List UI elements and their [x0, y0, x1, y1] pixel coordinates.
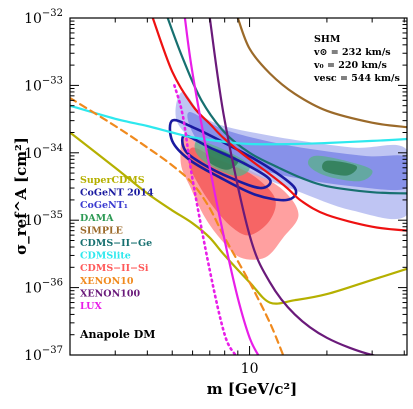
curve-supercdms: [70, 131, 407, 305]
legend-entry-cdmslite: CDMSlite: [80, 251, 131, 262]
legend-entry-cogent-2014: CoGeNT 2014: [80, 188, 154, 199]
contour-cogent-2014: [180, 134, 272, 190]
legend-entry-supercdms: SuperCDMS: [80, 175, 145, 186]
x-tick-labels: 10: [241, 361, 259, 377]
halo-info-line: vesc = 544 km/s: [313, 73, 400, 84]
legend-entry-lux: LUX: [80, 301, 102, 312]
curve-cdms-ii-si: [151, 18, 407, 232]
curve-simple: [236, 18, 407, 129]
model-label: Anapole DM: [79, 328, 155, 341]
curve-xenon100: [208, 18, 378, 355]
halo-info-line: SHM: [314, 34, 341, 45]
y-tick-label: 10−35: [24, 210, 63, 229]
y-axis-title: σ_ref^A [cm²]: [12, 137, 30, 255]
legend-entry-cogent: CoGeNT₁: [80, 200, 128, 211]
legend-entry-cdms-ii-ge: CDMS−II−Ge: [80, 238, 152, 249]
series-layer: [70, 18, 407, 355]
legend-entry-simple: SIMPLE: [80, 225, 123, 236]
curve-lux: [183, 18, 260, 355]
halo-info-line: v₀ = 220 km/s: [313, 60, 387, 71]
y-tick-label: 10−32: [24, 8, 63, 27]
y-tick-label: 10−36: [24, 278, 63, 297]
y-tick-label: 10−33: [24, 75, 63, 94]
legend-entry-cdms-ii-si: CDMS−II−Si: [80, 263, 149, 274]
y-tick-labels: 10−32 10−33 10−34 10−35 10−36 10−37: [24, 8, 63, 364]
legend-entry-xenon100: XENON100: [80, 288, 140, 299]
curve-lux-dotted: [173, 84, 237, 355]
y-tick-label: 10−34: [24, 143, 63, 162]
legend-entry-dama: DAMA: [80, 213, 114, 224]
halo-info: SHM v⊙ = 232 km/s v₀ = 220 km/s vesc = 544 …: [313, 34, 400, 84]
plot-frame: [69, 17, 408, 356]
region-dama-inner: [205, 147, 239, 170]
x-axis-title: m [GeV/c²]: [207, 380, 297, 398]
legend-entry-xenon10: XENON10: [80, 276, 134, 287]
x-tick-label: 10: [241, 361, 259, 377]
y-tick-label: 10−37: [24, 345, 63, 364]
halo-info-line: v⊙ = 232 km/s: [313, 47, 391, 58]
curve-cdmslite: [70, 104, 407, 146]
curve-cdms-ii-ge: [166, 18, 407, 195]
curve-xenon10-dashed: [70, 96, 285, 355]
contour-cogent-2014: [168, 118, 298, 202]
region-dama-inner: [322, 160, 358, 176]
